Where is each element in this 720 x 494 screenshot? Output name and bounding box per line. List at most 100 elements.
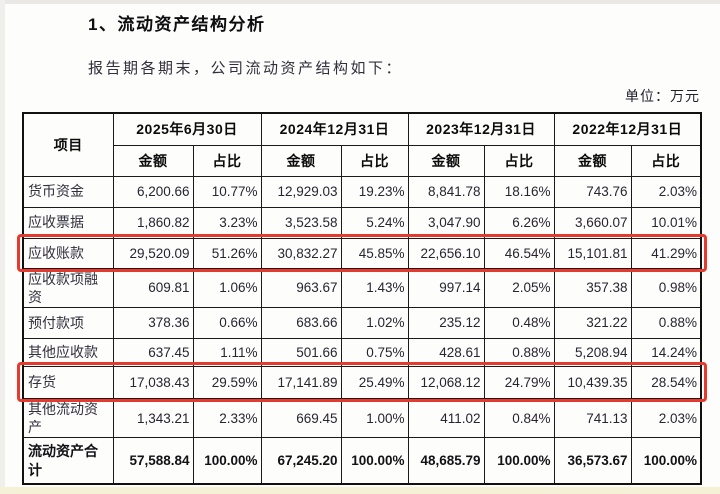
amount-cell: 15,101.81	[553, 237, 632, 269]
amount-cell: 428.61	[407, 337, 485, 367]
item-cell: 存货	[22, 365, 114, 399]
page-edge-top	[0, 0, 720, 4]
ratio-cell: 10.77%	[192, 175, 262, 208]
amount-cell: 5,208.94	[553, 337, 632, 367]
ratio-cell: 51.26%	[192, 237, 262, 269]
ratio-cell: 0.98%	[630, 267, 702, 308]
page-edge-bottom	[0, 487, 720, 494]
amount-header: 金额	[407, 144, 485, 177]
amount-header: 金额	[260, 144, 342, 177]
ratio-cell: 10.01%	[630, 206, 702, 239]
ratio-header: 占比	[483, 144, 555, 177]
amount-cell: 22,656.10	[407, 237, 485, 269]
amount-cell: 235.12	[407, 306, 485, 339]
ratio-cell: 100.00%	[340, 437, 409, 485]
amount-cell: 57,588.84	[112, 437, 194, 485]
amount-cell: 637.45	[112, 337, 194, 367]
table-row: 货币资金 6,200.66 10.77% 12,929.03 19.23% 8,841.7…	[22, 175, 702, 208]
header-row-sub: 金额 占比 金额 占比 金额 占比 金额 占比	[23, 144, 702, 177]
table-row: 预付款项 378.36 0.66% 683.66 1.02% 235.12 0.48% 321…	[22, 306, 702, 339]
amount-cell: 6,200.66	[112, 175, 194, 208]
amount-cell: 741.13	[553, 397, 632, 439]
ratio-cell: 1.06%	[192, 267, 262, 308]
item-column-header: 项目	[22, 112, 114, 177]
amount-cell: 12,929.03	[260, 175, 342, 208]
item-cell: 应收账款	[22, 237, 114, 269]
amount-cell: 17,038.43	[112, 365, 194, 399]
amount-cell: 609.81	[112, 267, 194, 308]
table-row: 其他流动资产 1,343.21 2.33% 669.45 1.00% 411.02 0.84…	[22, 397, 702, 439]
ratio-header: 占比	[340, 144, 409, 177]
unit-label: 单位：万元	[625, 88, 700, 104]
ratio-cell: 0.75%	[340, 337, 409, 367]
ratio-cell: 1.02%	[340, 306, 409, 339]
ratio-cell: 0.88%	[483, 337, 555, 367]
ratio-cell: 1.00%	[340, 397, 409, 439]
amount-cell: 36,573.67	[553, 437, 632, 485]
ratio-header: 占比	[630, 144, 702, 177]
ratio-cell: 0.66%	[192, 306, 262, 339]
amount-cell: 321.22	[553, 306, 632, 339]
ratio-cell: 18.16%	[483, 175, 555, 208]
ratio-cell: 0.88%	[630, 306, 702, 339]
amount-cell: 743.76	[553, 175, 632, 208]
table-row: 应收账款 29,520.09 51.26% 30,832.27 45.85% 22,656…	[22, 237, 702, 269]
table-row: 存货 17,038.43 29.59% 17,141.89 25.49% 12,068.1…	[22, 365, 702, 399]
period-header-2025: 2025年6月30日	[112, 112, 262, 146]
total-row: 流动资产合计 57,588.84 100.00% 67,245.20 100.00% 48…	[22, 437, 702, 485]
amount-header: 金额	[553, 144, 632, 177]
amount-cell: 357.38	[553, 267, 632, 308]
amount-cell: 1,860.82	[112, 206, 194, 239]
ratio-cell: 1.43%	[340, 267, 409, 308]
amount-cell: 3,047.90	[407, 206, 485, 239]
amount-cell: 997.14	[407, 267, 485, 308]
asset-structure-table: 项目 2025年6月30日 2024年12月31日 2023年12月31日 20…	[22, 112, 703, 485]
amount-cell: 3,523.58	[260, 206, 342, 239]
period-header-2024: 2024年12月31日	[260, 112, 409, 146]
table-row: 其他应收款 637.45 1.11% 501.66 0.75% 428.61 0.88% 5,…	[22, 337, 702, 367]
ratio-cell: 14.24%	[630, 337, 702, 367]
ratio-cell: 0.48%	[483, 306, 555, 339]
amount-cell: 1,343.21	[112, 397, 194, 439]
item-cell: 应收款项融资	[22, 267, 114, 308]
ratio-cell: 2.03%	[630, 175, 702, 208]
amount-cell: 963.67	[260, 267, 342, 308]
ratio-cell: 41.29%	[630, 237, 702, 269]
ratio-cell: 6.26%	[483, 206, 555, 239]
ratio-cell: 46.54%	[483, 237, 555, 269]
amount-cell: 10,439.35	[553, 365, 632, 399]
ratio-cell: 1.11%	[192, 337, 262, 367]
ratio-cell: 0.84%	[483, 397, 555, 439]
item-cell: 货币资金	[22, 175, 114, 208]
table-body: 货币资金 6,200.66 10.77% 12,929.03 19.23% 8,841.7…	[22, 175, 702, 485]
table-row: 应收票据 1,860.82 3.23% 3,523.58 5.24% 3,047.90 6.…	[22, 206, 702, 239]
ratio-cell: 100.00%	[192, 437, 262, 485]
item-cell: 流动资产合计	[22, 437, 114, 485]
ratio-cell: 5.24%	[340, 206, 409, 239]
ratio-cell: 2.03%	[630, 397, 702, 439]
header-row-periods: 项目 2025年6月30日 2024年12月31日 2023年12月31日 20…	[22, 112, 702, 177]
amount-cell: 8,841.78	[407, 175, 485, 208]
ratio-cell: 28.54%	[630, 365, 702, 399]
amount-cell: 669.45	[260, 397, 342, 439]
ratio-cell: 2.05%	[483, 267, 555, 308]
amount-cell: 17,141.89	[260, 365, 342, 399]
item-cell: 预付款项	[22, 306, 114, 339]
amount-cell: 67,245.20	[260, 437, 342, 485]
amount-cell: 683.66	[260, 306, 342, 339]
ratio-header: 占比	[192, 144, 262, 177]
amount-cell: 30,832.27	[260, 237, 342, 269]
amount-cell: 48,685.79	[407, 437, 485, 485]
amount-cell: 411.02	[407, 397, 485, 439]
ratio-cell: 3.23%	[192, 206, 262, 239]
intro-text: 报告期各期末，公司流动资产结构如下：	[88, 60, 404, 77]
section-heading: 1、流动资产结构分析	[88, 15, 266, 34]
amount-cell: 3,660.07	[553, 206, 632, 239]
ratio-cell: 25.49%	[340, 365, 409, 399]
item-cell: 应收票据	[22, 206, 114, 239]
ratio-cell: 19.23%	[340, 175, 409, 208]
amount-cell: 501.66	[260, 337, 342, 367]
ratio-cell: 29.59%	[192, 365, 262, 399]
ratio-cell: 45.85%	[340, 237, 409, 269]
item-cell: 其他应收款	[22, 337, 114, 367]
